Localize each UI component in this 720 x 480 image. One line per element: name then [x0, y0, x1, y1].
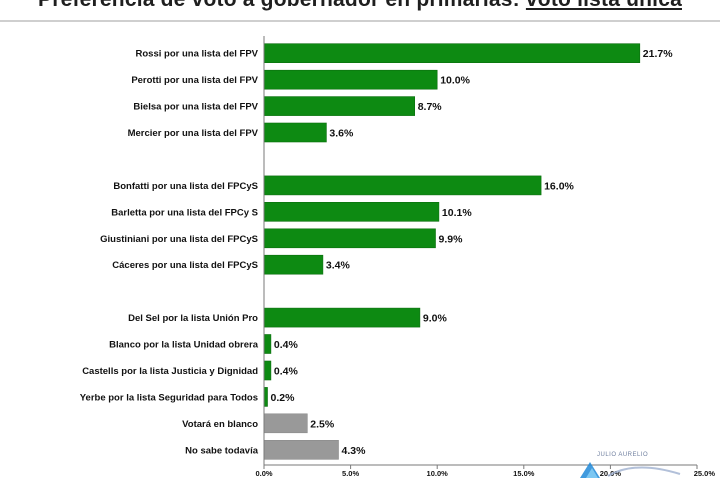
value-label-2: 10.0%: [440, 75, 470, 87]
x-tick-label-1: 0.0%: [255, 469, 272, 478]
bar-11: [263, 307, 421, 328]
bar-13: [263, 360, 272, 381]
bar-12: [263, 334, 272, 354]
value-label-7: 10.1%: [442, 207, 472, 219]
value-label-8: 9.9%: [439, 233, 464, 245]
category-label-8: Giustiniani por una lista del FPCyS: [100, 234, 258, 245]
value-label-4: 3.6%: [329, 128, 354, 140]
category-label-9: Cáceres por una lista del FPCyS: [112, 260, 258, 271]
category-label-3: Bielsa por una lista del FPV: [133, 102, 258, 113]
bar-7: [263, 202, 440, 222]
category-label-4: Mercier por una lista del FPV: [128, 128, 259, 139]
value-label-15: 2.5%: [310, 418, 335, 430]
value-label-3: 8.7%: [418, 101, 443, 113]
bar-6: [263, 175, 542, 196]
value-label-9: 3.4%: [326, 260, 351, 272]
bar-15: [263, 413, 308, 434]
category-label-1: Rossi por una lista del FPV: [136, 49, 259, 60]
chart-title-highlight: voto lista unica: [526, 0, 682, 11]
bar-3: [263, 96, 415, 116]
bars-layer: [263, 43, 641, 460]
x-tick-label-6: 25.0%: [694, 469, 716, 478]
category-label-13: Castells por la lista Justicia y Dignida…: [82, 366, 258, 377]
value-label-13: 0.4%: [274, 366, 299, 378]
bar-4: [263, 122, 327, 143]
chart-title-prefix: Preferencia de voto a gobernador en prim…: [38, 0, 526, 11]
bar-1: [263, 43, 641, 64]
category-label-12: Blanco por la lista Unidad obrera: [109, 340, 259, 351]
x-tick-label-3: 10.0%: [427, 469, 449, 478]
bar-16: [263, 439, 339, 460]
chart-title: Preferencia de voto a gobernador en prim…: [0, 0, 720, 12]
x-tick-label-2: 5.0%: [342, 469, 359, 478]
axis-layer: [263, 36, 698, 469]
value-label-14: 0.2%: [271, 392, 296, 404]
category-label-11: Del Sel por la lista Unión Pro: [128, 313, 258, 324]
category-label-14: Yerbe por la lista Seguridad para Todos: [80, 392, 258, 403]
bar-8: [263, 228, 436, 249]
category-label-7: Barletta por una lista del FPCy S: [111, 207, 258, 218]
value-label-1: 21.7%: [643, 48, 673, 60]
value-label-6: 16.0%: [544, 180, 574, 192]
bar-2: [263, 69, 438, 90]
logo-icon: [580, 462, 681, 478]
category-label-6: Bonfatti por una lista del FPCyS: [113, 181, 258, 192]
value-labels: 21.7% 10.0% 8.7% 3.6% 16.0% 10.1% 9.9% 3.4% 9.0%…: [271, 48, 674, 457]
value-label-12: 0.4%: [274, 339, 299, 351]
value-label-11: 9.0%: [423, 313, 448, 325]
category-label-15: Votará en blanco: [182, 419, 258, 430]
category-label-2: Perotti por una lista del FPV: [131, 75, 258, 86]
category-label-16: No sabe todavía: [185, 445, 259, 456]
x-tick-label-4: 15.0%: [513, 469, 535, 478]
category-labels: Rossi por una lista del FPV Perotti por u…: [80, 49, 259, 457]
bar-9: [263, 254, 324, 275]
value-label-16: 4.3%: [342, 445, 367, 457]
title-divider: [0, 20, 720, 22]
bar-14: [263, 387, 268, 407]
logo-text: JULIO AURELIO: [597, 452, 649, 458]
